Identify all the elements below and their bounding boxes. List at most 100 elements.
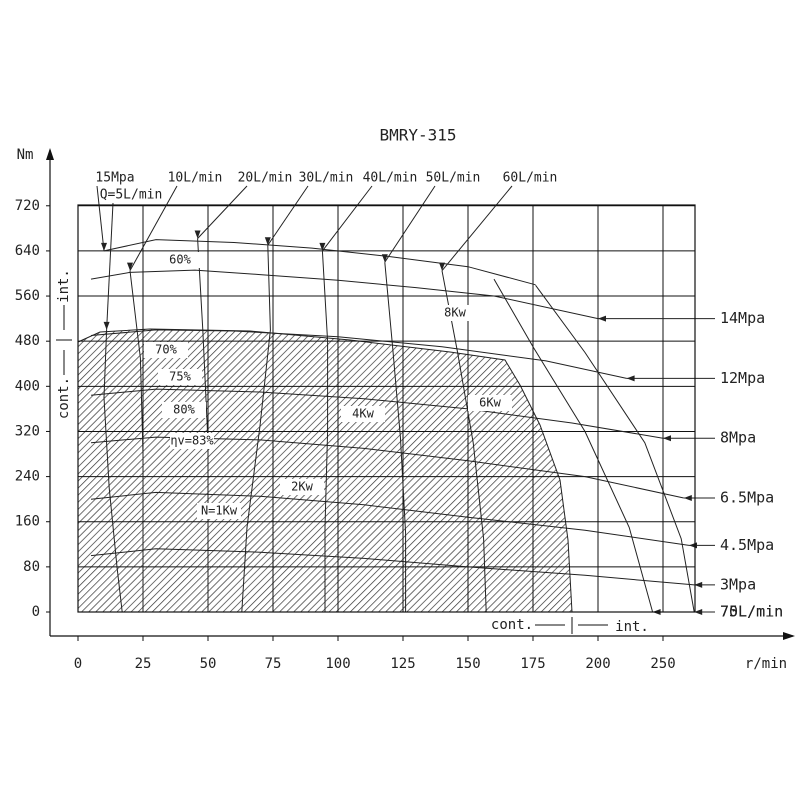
leader-arrow — [694, 581, 703, 588]
curve — [90, 329, 627, 379]
leader-arrow — [439, 262, 445, 271]
x-axis-title: r/min — [745, 656, 787, 672]
series-label: 3Mpa — [720, 575, 756, 593]
leader-arrow — [264, 237, 271, 246]
x-tick-label: 0 — [74, 656, 82, 672]
series-label: 30L/min — [299, 171, 354, 186]
curve — [535, 285, 695, 613]
annotation-bg — [144, 342, 188, 358]
series-label: 50L/min — [426, 171, 481, 186]
y-tick-label: 240 — [15, 469, 40, 485]
annotation: 75% — [169, 370, 191, 384]
annotation: 2Kw — [291, 480, 313, 494]
curve — [129, 270, 144, 612]
series-label: 8Mpa — [720, 429, 756, 447]
leader-arrow — [694, 609, 703, 615]
curve — [241, 245, 271, 613]
curve — [321, 250, 329, 612]
leader-line — [96, 185, 105, 251]
series-label: 60L/min — [503, 171, 558, 186]
annotation: ηv=83% — [170, 434, 214, 448]
x-cont-label: cont. — [491, 617, 533, 633]
annotation-bg — [170, 433, 214, 449]
leader-arrow — [127, 262, 133, 271]
y-cont-label: cont. — [56, 377, 72, 419]
annotation: 6Kw — [479, 396, 501, 410]
annotation-bg — [341, 406, 385, 422]
y-tick-label: 560 — [15, 288, 40, 304]
y-int-label: int. — [56, 269, 72, 303]
annotation-bg — [433, 305, 477, 321]
leader-line — [106, 202, 114, 330]
x-tick-label: 200 — [585, 656, 610, 672]
y-tick-label: 400 — [15, 378, 40, 394]
annotation: 80% — [173, 403, 195, 417]
series-label: 10L/min — [168, 171, 223, 186]
series-label: 75L/min — [720, 603, 783, 621]
leader-arrow — [689, 542, 697, 549]
y-region-divider — [56, 305, 72, 375]
leader-arrow — [319, 242, 326, 251]
annotation: 60% — [169, 253, 191, 267]
curve — [90, 388, 664, 439]
x-int-label: int. — [615, 619, 649, 635]
annotation-bg — [158, 369, 202, 385]
x-tick-label: 250 — [650, 656, 675, 672]
leader-line — [384, 185, 436, 263]
annotation-bg — [158, 252, 202, 268]
series-label: 14Mpa — [720, 309, 765, 327]
annotation: 8Kw — [444, 306, 466, 320]
annotation: 4Kw — [352, 407, 374, 421]
x-tick-label: 100 — [325, 656, 350, 672]
y-axis-title: Nm — [17, 147, 34, 163]
y-tick-label: 0 — [32, 604, 40, 620]
x-tick-label: 25 — [135, 656, 152, 672]
leader-line — [267, 185, 309, 246]
y-tick-label: 80 — [23, 559, 40, 575]
y-tick-label: 640 — [15, 243, 40, 259]
y-tick-label: 480 — [15, 333, 40, 349]
series-label: 6.5Mpa — [720, 489, 774, 507]
series-label: 4.5Mpa — [720, 536, 774, 554]
series-label: Q=5L/min — [100, 188, 163, 203]
y-tick-label: 320 — [15, 423, 40, 439]
series-label: 12Mpa — [720, 369, 765, 387]
leader-line — [129, 185, 178, 271]
curve — [103, 329, 123, 613]
leader-arrow — [663, 435, 671, 442]
leader-arrow — [381, 254, 388, 263]
x-axis-arrow — [783, 632, 795, 640]
y-axis-arrow — [46, 148, 54, 160]
leader-line — [197, 185, 248, 239]
chart-title: BMRY-315 — [379, 126, 456, 145]
curve — [493, 278, 654, 613]
series-label: 20L/min — [238, 171, 293, 186]
annotation: 70% — [155, 343, 177, 357]
y-tick-label: 720 — [15, 198, 40, 214]
leader-arrow — [103, 321, 110, 330]
annotation-bg — [280, 479, 324, 495]
x-tick-label: 75 — [265, 656, 282, 672]
leader-arrow — [194, 230, 201, 239]
leader-arrow — [683, 495, 692, 502]
curve — [384, 262, 407, 612]
grid-frame — [77, 204, 696, 613]
curve — [90, 269, 599, 320]
series-label: 15Mpa — [95, 171, 134, 186]
continuous-region — [77, 328, 573, 613]
series-label: 70L/min — [720, 603, 783, 621]
annotation-bg — [162, 402, 206, 418]
x-tick-label: 50 — [200, 656, 217, 672]
x-tick-label: 175 — [520, 656, 545, 672]
x-region-divider — [535, 617, 608, 634]
curve — [90, 548, 695, 586]
curve — [90, 491, 690, 546]
leader-line — [441, 185, 513, 271]
annotation: N=1Kw — [201, 504, 238, 518]
x-tick-label: 150 — [455, 656, 480, 672]
leader-arrow — [626, 375, 635, 382]
annotation-bg — [468, 395, 512, 411]
annotation-bg — [197, 503, 241, 519]
curve — [103, 239, 536, 286]
